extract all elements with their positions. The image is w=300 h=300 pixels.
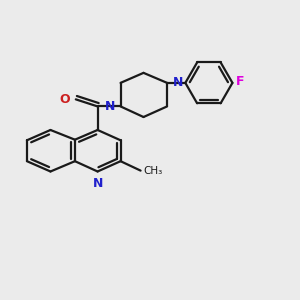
Text: N: N — [105, 100, 115, 113]
Text: F: F — [236, 75, 244, 88]
Text: O: O — [60, 93, 70, 106]
Text: N: N — [172, 76, 183, 89]
Text: CH₃: CH₃ — [143, 166, 163, 176]
Text: N: N — [92, 177, 103, 190]
